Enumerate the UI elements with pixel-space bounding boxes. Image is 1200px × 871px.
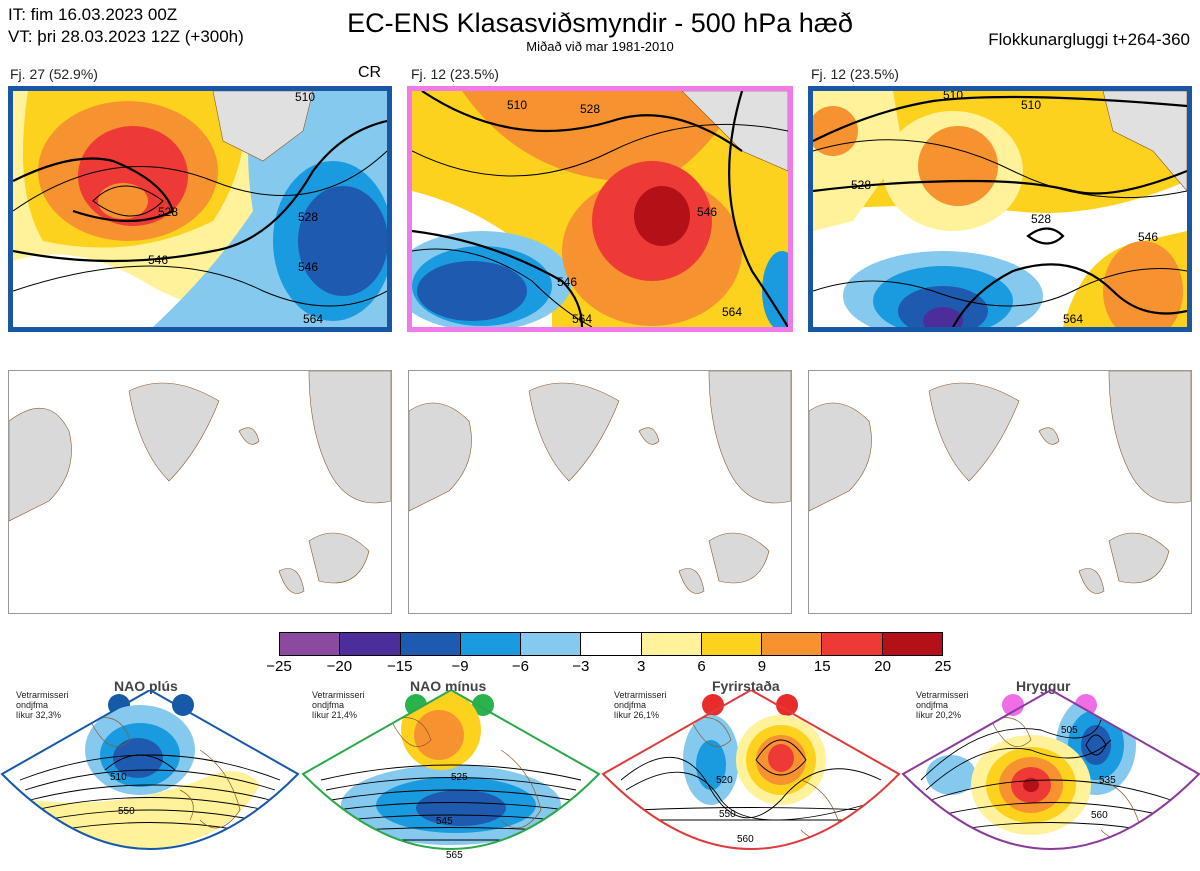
- contour-label: 510: [1021, 98, 1041, 112]
- cluster-map-1: 528 546 510 528 546 564: [8, 86, 392, 332]
- colorbar-tick-label: 9: [757, 658, 767, 675]
- panel-2-label: Fj. 12 (23.5%): [411, 66, 499, 82]
- contour-label: 546: [557, 275, 577, 289]
- basemap-empty-1: [8, 370, 392, 614]
- contour-label: 510: [943, 91, 963, 102]
- contour-label: 535: [1099, 775, 1116, 786]
- contour-label: 550: [118, 806, 135, 817]
- basemap-land-2: [409, 371, 791, 594]
- regime-map-blocking: 520 550 560: [601, 690, 901, 850]
- header-times: IT: fim 16.03.2023 00Z VT: þri 28.03.202…: [8, 4, 244, 48]
- colorbar-tick-label: 20: [874, 658, 891, 675]
- cluster-map-1-field: 528 546 510 528 546 564: [13, 91, 387, 327]
- contour-label: 564: [1063, 312, 1083, 326]
- contour-label: 564: [303, 312, 323, 326]
- colorbar-tick-label: 15: [813, 658, 831, 675]
- contour-label: 528: [298, 210, 318, 224]
- contour-label: 546: [697, 205, 717, 219]
- contour-label: 528: [580, 102, 600, 116]
- cluster-map-3: 510 510 528 528 546 564: [808, 86, 1192, 332]
- basemap-land-3: [809, 371, 1191, 594]
- colorbar-tick-label: −9: [451, 658, 469, 675]
- regime-border: [601, 690, 901, 850]
- regime-dot: [172, 694, 194, 716]
- regime-map-nao-plus: 510 550: [0, 690, 300, 850]
- basemap-empty-3: [808, 370, 1192, 614]
- regime-border: [0, 690, 300, 850]
- regime-title-nao-plus: NAO plús: [114, 678, 178, 694]
- regime-note-nao-plus: Vetrarmisseri ondjfma líkur 32,3%: [16, 690, 69, 720]
- contour-label: 564: [572, 312, 592, 326]
- cluster-map-2-field: 510 528 546 546 564 564: [412, 91, 788, 327]
- colorbar-segment: [701, 633, 763, 655]
- regime-map-ridge: 505 535 560: [901, 690, 1200, 850]
- colorbar-tick-label: −15: [386, 658, 413, 675]
- regime-border: [901, 690, 1200, 850]
- colorbar-segment: [400, 633, 461, 655]
- page-title: EC-ENS Klasasviðsmyndir - 500 hPa hæð: [347, 8, 853, 38]
- page-subtitle: Miðað við mar 1981-2010: [526, 39, 674, 54]
- contour-label: 560: [1091, 810, 1108, 821]
- panel-1-label: Fj. 27 (52.9%): [10, 66, 98, 82]
- contour-label: 546: [298, 260, 318, 274]
- colorbar-segment: [460, 633, 522, 655]
- contour-label: 546: [148, 253, 168, 267]
- contour-label: 564: [722, 305, 742, 319]
- contour-label: 525: [451, 772, 468, 783]
- colorbar-segment: [641, 633, 702, 655]
- regime-dot: [776, 694, 798, 716]
- contour-label: 546: [1138, 230, 1158, 244]
- colorbar-segment: [340, 633, 401, 655]
- contour-label: 560: [737, 834, 754, 845]
- panel-3-label: Fj. 12 (23.5%): [811, 66, 899, 82]
- basemap-empty-2: [408, 370, 792, 614]
- regime-dot: [1002, 694, 1024, 716]
- colorbar-tick-label: −6: [511, 658, 530, 675]
- valid-time: VT: þri 28.03.2023 12Z (+300h): [8, 27, 244, 46]
- contour-label: 545: [436, 816, 453, 827]
- regime-maps: 510 550 525 545 565: [0, 690, 1200, 861]
- colorbar-tick-label: −20: [326, 658, 353, 675]
- contour-label: 528: [851, 178, 871, 192]
- regime-dot: [702, 694, 724, 716]
- colorbar-tick-label: −25: [266, 658, 292, 675]
- colorbar-segment: [882, 633, 942, 655]
- contour-label: 528: [1031, 212, 1051, 226]
- classification-window: Flokkunargluggi t+264-360: [988, 30, 1190, 49]
- colorbar-tick-label: 3: [637, 658, 646, 675]
- colorbar-segment: [822, 633, 883, 655]
- colorbar-segment: [581, 633, 642, 655]
- regime-note-blocking: Vetrarmisseri ondjfma líkur 26,1%: [614, 690, 667, 720]
- basemap-land-1: [9, 371, 391, 594]
- contour-label: 528: [158, 205, 178, 219]
- colorbar-tick-label: 25: [934, 658, 952, 675]
- contour-label: 510: [295, 91, 315, 104]
- regime-note-nao-minus: Vetrarmisseri ondjfma líkur 21,4%: [312, 690, 365, 720]
- colorbar: [279, 632, 943, 656]
- cluster-map-2: 510 528 546 546 564 564: [407, 86, 793, 332]
- contour-label: 520: [716, 775, 733, 786]
- colorbar-tick-label: −3: [572, 658, 590, 675]
- colorbar-tick-label: 6: [697, 658, 706, 675]
- regime-title-nao-minus: NAO mínus: [410, 678, 487, 694]
- contour-label: 510: [110, 772, 127, 783]
- colorbar-segment: [521, 633, 582, 655]
- contour-label: 505: [1061, 725, 1078, 736]
- colorbar-segment: [762, 633, 823, 655]
- regime-map-nao-minus: 525 545 565: [301, 690, 601, 861]
- contour-label: 550: [719, 809, 736, 820]
- regime-note-ridge: Vetrarmisseri ondjfma líkur 20,2%: [916, 690, 969, 720]
- panel-1-tag: CR: [358, 64, 382, 81]
- init-time: IT: fim 16.03.2023 00Z: [8, 5, 178, 24]
- regime-title-ridge: Hryggur: [1016, 678, 1071, 694]
- contour-label: 565: [446, 850, 463, 861]
- regime-title-blocking: Fyrirstaða: [712, 678, 780, 694]
- contour-label: 510: [507, 98, 527, 112]
- regime-border: [301, 690, 601, 850]
- colorbar-segment: [280, 633, 341, 655]
- cluster-map-3-field: 510 510 528 528 546 564: [813, 91, 1187, 327]
